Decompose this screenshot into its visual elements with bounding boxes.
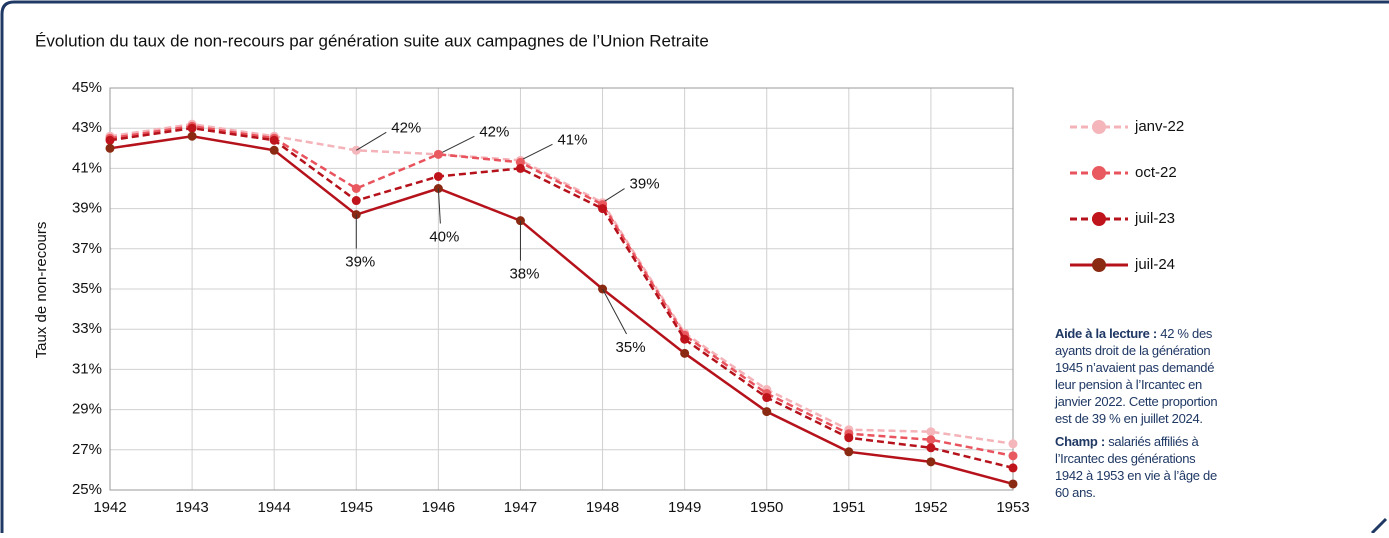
- leader-line: [520, 143, 553, 161]
- point: [926, 457, 936, 467]
- note-text: salariés affiliés à l’Ircantec des génér…: [1055, 434, 1217, 500]
- point: [926, 427, 936, 437]
- x-tick-label: 1949: [668, 499, 701, 516]
- note-title: Champ :: [1055, 434, 1105, 449]
- point: [105, 135, 115, 145]
- data-label: 41%: [557, 131, 587, 148]
- point: [433, 149, 443, 159]
- point: [269, 135, 279, 145]
- y-tick-label: 27%: [72, 441, 102, 458]
- data-label: 42%: [479, 123, 509, 140]
- y-tick-label: 37%: [72, 240, 102, 257]
- point: [1008, 451, 1018, 461]
- y-tick-label: 25%: [72, 481, 102, 498]
- series-line: [109, 124, 1014, 458]
- leader-line: [437, 188, 441, 224]
- y-tick-label: 29%: [72, 401, 102, 418]
- plot-border: [109, 87, 1014, 491]
- point: [762, 407, 772, 417]
- y-tick-label: 35%: [72, 280, 102, 297]
- data-label: 39%: [630, 176, 660, 193]
- legend-marker: [1092, 166, 1106, 180]
- x-tick-label: 1952: [914, 499, 947, 516]
- x-tick-label: 1945: [340, 499, 373, 516]
- point: [269, 145, 279, 155]
- point: [187, 123, 197, 133]
- point: [105, 143, 115, 153]
- data-label: 40%: [429, 228, 459, 245]
- point: [351, 184, 361, 193]
- point: [1008, 479, 1018, 489]
- x-tick-label: 1946: [422, 499, 455, 516]
- point: [598, 204, 608, 214]
- leader-line: [602, 288, 627, 335]
- x-tick-label: 1951: [832, 499, 865, 516]
- point: [680, 348, 690, 358]
- series-line: [109, 134, 1014, 486]
- leader-line: [602, 188, 625, 203]
- frame-corner: [1370, 517, 1388, 535]
- data-label: 39%: [345, 254, 375, 271]
- y-axis-label: Taux de non-recours: [33, 222, 50, 359]
- point: [187, 131, 197, 141]
- legend-marker: [1092, 212, 1106, 226]
- x-tick-label: 1943: [175, 499, 208, 516]
- point: [844, 433, 854, 443]
- y-tick-label: 31%: [72, 360, 102, 377]
- series-line: [109, 126, 1014, 470]
- y-tick-label: 43%: [72, 119, 102, 136]
- data-label: 38%: [509, 266, 539, 283]
- point: [1008, 439, 1018, 449]
- point: [1008, 463, 1018, 473]
- notes: Aide à la lecture : 42 % des ayants droi…: [1055, 325, 1225, 507]
- point: [926, 443, 936, 453]
- point: [680, 334, 690, 344]
- point: [926, 435, 936, 445]
- y-tick-label: 33%: [72, 320, 102, 337]
- point: [351, 196, 361, 206]
- legend-label: juil-23: [1134, 210, 1175, 227]
- x-tick-label: 1948: [586, 499, 619, 516]
- chart-title: Évolution du taux de non-recours par gén…: [35, 31, 709, 50]
- x-tick-label: 1953: [996, 499, 1029, 516]
- point: [844, 447, 854, 457]
- legend-label: juil-24: [1134, 256, 1175, 273]
- series-line: [109, 122, 1014, 446]
- x-tick-label: 1944: [257, 499, 290, 516]
- y-tick-label: 39%: [72, 200, 102, 217]
- data-label: 35%: [616, 339, 646, 356]
- note: Aide à la lecture : 42 % des ayants droi…: [1055, 325, 1225, 427]
- legend-label: oct-22: [1135, 164, 1177, 181]
- point: [762, 393, 772, 403]
- x-tick-label: 1947: [504, 499, 537, 516]
- note-text: 42 % des ayants droit de la génération 1…: [1055, 326, 1218, 426]
- note: Champ : salariés affiliés à l’Ircantec d…: [1055, 433, 1225, 501]
- data-label: 42%: [391, 119, 421, 136]
- y-tick-label: 45%: [72, 79, 102, 96]
- note-title: Aide à la lecture :: [1055, 326, 1157, 341]
- point: [433, 171, 443, 181]
- legend-marker: [1092, 120, 1106, 134]
- legend-marker: [1092, 258, 1106, 272]
- y-tick-label: 41%: [72, 159, 102, 176]
- leader-line: [438, 135, 475, 155]
- x-tick-label: 1942: [93, 499, 126, 516]
- legend-label: janv-22: [1134, 118, 1184, 135]
- leader-line: [356, 131, 387, 151]
- point: [515, 163, 525, 173]
- x-tick-label: 1950: [750, 499, 783, 516]
